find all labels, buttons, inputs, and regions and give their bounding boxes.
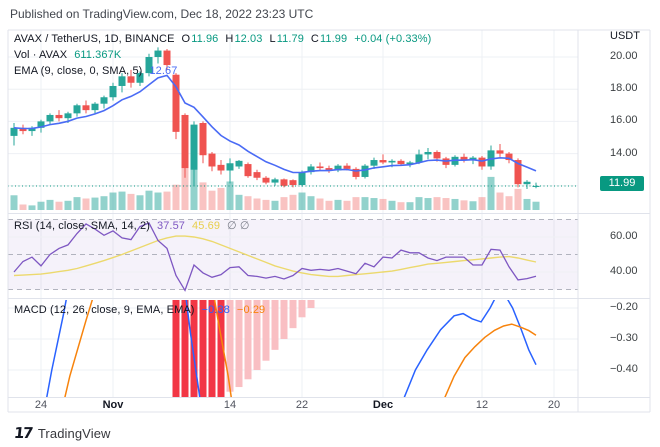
- macd-line: [185, 300, 201, 398]
- macd-tick-label: −0.30: [610, 332, 638, 344]
- macd-legend-row: MACD (12, 26, close, 9, EMA, EMA) −0.38 −0…: [14, 304, 265, 316]
- macd-tick-label: −0.20: [610, 301, 638, 313]
- ema-label: EMA (9, close, 0, SMA, 5): [14, 65, 143, 77]
- rsi-band: [8, 219, 578, 290]
- price-tick-label: 20.00: [610, 50, 638, 62]
- time-tick-label: Dec: [372, 399, 394, 411]
- ohlc-value: 11.79: [276, 33, 304, 45]
- ohlc-value: 11.96: [191, 33, 219, 45]
- panel-separators: [7, 29, 651, 413]
- time-tick-label: 20: [547, 399, 561, 411]
- macd-signal-line: [64, 300, 94, 398]
- rsi-sma-value: 45.69: [192, 220, 221, 232]
- macd-tick-label: −0.40: [610, 363, 638, 375]
- tradingview-logo-icon: 17: [13, 424, 33, 442]
- macd-histogram: [172, 300, 315, 398]
- time-tick-label: Nov: [102, 399, 124, 411]
- tradingview-brand-text: TradingView: [37, 425, 111, 441]
- time-tick-label: 24: [34, 399, 48, 411]
- ema-line: [13, 74, 537, 174]
- volume-legend-row: Vol · AVAX 611.367K: [14, 49, 121, 61]
- macd-signal-line: [213, 300, 233, 398]
- footer-brand[interactable]: 17 TradingView: [13, 424, 111, 442]
- time-tick-label: 14: [223, 399, 237, 411]
- macd-value: −0.38: [201, 304, 230, 316]
- candlestick-series: [10, 47, 540, 190]
- published-caption: Published on TradingView.com, Dec 18, 20…: [10, 7, 314, 21]
- rsi-sma-line: [13, 235, 537, 278]
- macd-line: [45, 300, 67, 398]
- ohlc-letter: H: [225, 33, 234, 45]
- ohlc-values: O11.96 H12.03 L11.79 C11.99: [175, 33, 348, 45]
- ohlc-letter: L: [269, 33, 276, 45]
- volume-label: Vol · AVAX: [14, 49, 68, 61]
- symbol-title: AVAX / TetherUS, 1D, BINANCE: [14, 33, 175, 45]
- main-legend-row: AVAX / TetherUS, 1D, BINANCE O11.96 H12.03…: [14, 33, 431, 45]
- rsi-value: 37.57: [156, 220, 186, 232]
- price-tick-label: 16.00: [610, 114, 638, 127]
- macd-line: [403, 300, 537, 398]
- ema-value: 12.67: [149, 65, 178, 77]
- rsi-empty-values: ∅ ∅: [227, 220, 250, 232]
- macd-signal-value: −0.29: [236, 304, 266, 316]
- change-value: +0.04 (+0.33%): [354, 33, 432, 45]
- last-price-badge: 11.99: [600, 176, 644, 191]
- rsi-legend-row: RSI (14, close, SMA, 14, 2) 37.57 45.69 ∅ ∅: [14, 219, 250, 232]
- ohlc-value: 11.99: [319, 33, 348, 45]
- price-tick-label: 18.00: [610, 82, 638, 95]
- time-tick-label: 22: [295, 399, 309, 411]
- rsi-line: [13, 222, 537, 292]
- volume-series: [10, 164, 540, 210]
- ohlc-value: 12.03: [234, 33, 263, 45]
- price-axis-unit: USDT: [610, 30, 640, 42]
- volume-value: 611.367K: [74, 49, 122, 61]
- macd-label: MACD (12, 26, close, 9, EMA, EMA): [14, 304, 195, 316]
- ema-legend-row: EMA (9, close, 0, SMA, 5) 12.67: [14, 65, 177, 77]
- rsi-tick-label: 40.00: [610, 265, 638, 277]
- ohlc-letter: O: [181, 33, 191, 45]
- rsi-tick-label: 60.00: [610, 230, 638, 242]
- price-tick-label: 14.00: [610, 146, 638, 159]
- rsi-label: RSI (14, close, SMA, 14, 2): [14, 220, 150, 232]
- time-tick-label: 12: [475, 399, 489, 411]
- ohlc-letter: C: [310, 33, 319, 45]
- macd-signal-line: [444, 323, 537, 398]
